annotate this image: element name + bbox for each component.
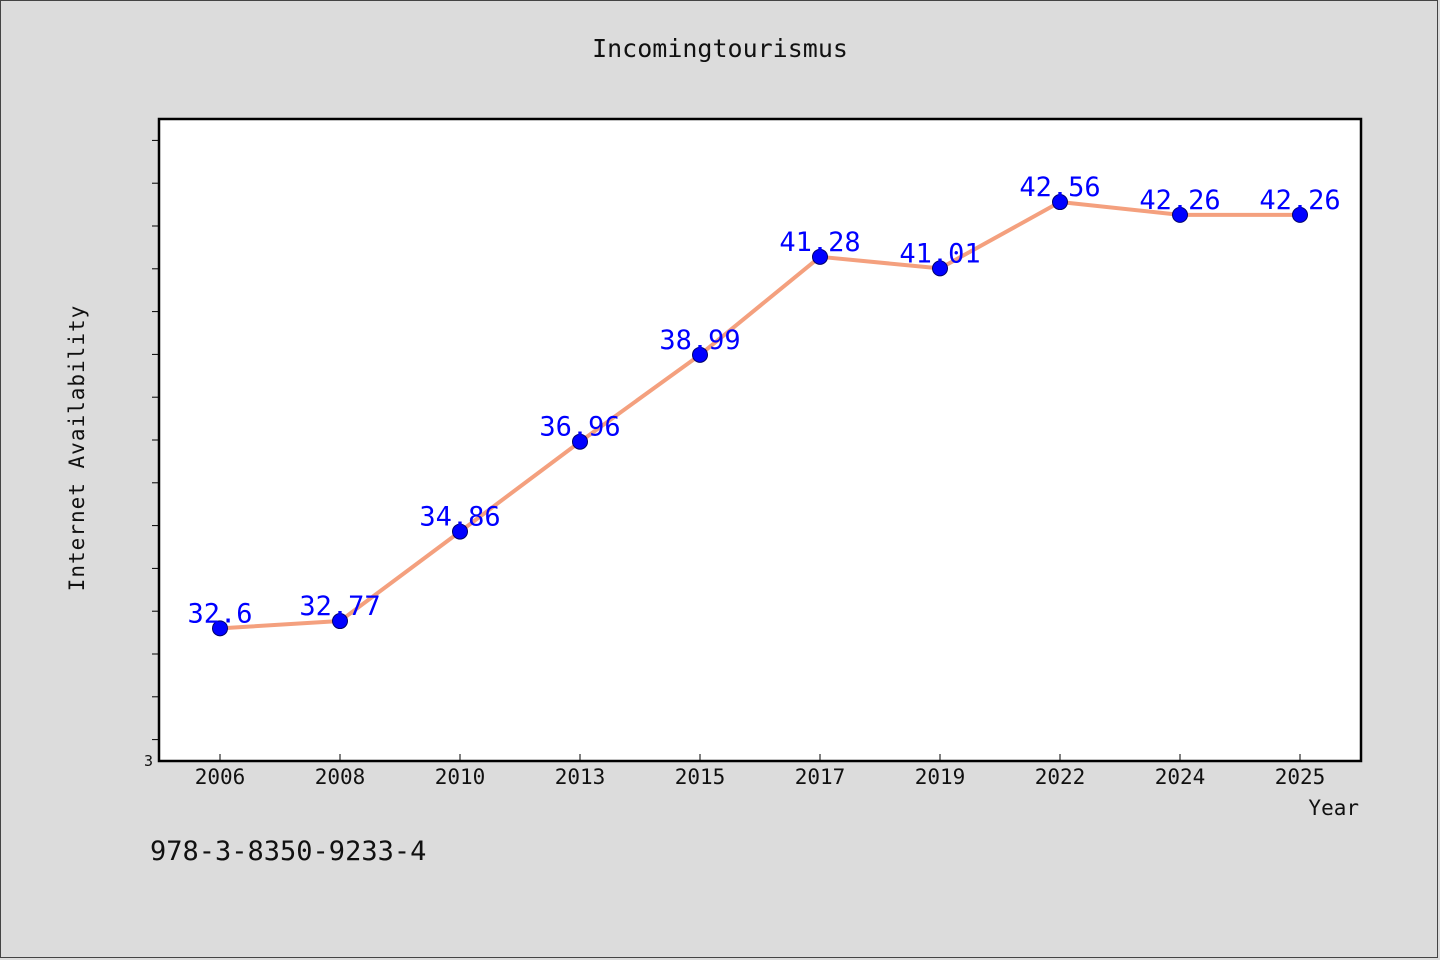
series-group: 32.6 32.77 34.86 36.96 38.99 41.28 41.01 42.56 4… <box>187 172 1341 637</box>
data-point <box>1292 206 1308 223</box>
data-label: 32.77 <box>299 591 380 622</box>
x-tick-label: 2008 <box>315 765 366 789</box>
data-label: 38.99 <box>659 325 740 356</box>
x-tick-label: 2006 <box>195 765 246 789</box>
data-label: 42.26 <box>1139 185 1220 216</box>
chart-title: Incomingtourismus <box>592 34 848 63</box>
data-point <box>572 433 588 450</box>
y-tick-label: 3 <box>144 752 153 770</box>
data-label: 42.26 <box>1259 185 1340 216</box>
y-axis-ticks: 3 <box>144 139 159 770</box>
x-tick-label: 2025 <box>1275 765 1326 789</box>
x-tick-label: 2015 <box>675 765 726 789</box>
series-line <box>219 200 1300 631</box>
x-tick-label: 2019 <box>915 765 966 789</box>
x-tick-label: 2010 <box>435 765 486 789</box>
x-tick-label: 2013 <box>555 765 606 789</box>
data-label: 42.56 <box>1019 172 1100 203</box>
data-point <box>932 260 948 277</box>
data-point <box>812 248 828 265</box>
data-label: 41.01 <box>899 238 980 269</box>
data-point <box>1172 206 1188 223</box>
data-label: 34.86 <box>419 502 500 533</box>
x-tick-label: 2022 <box>1035 765 1086 789</box>
x-axis-label: Year <box>1308 796 1359 820</box>
data-point <box>452 523 468 540</box>
data-label: 36.96 <box>539 412 620 443</box>
data-point <box>692 346 708 363</box>
plot-area <box>157 117 1363 763</box>
data-label: 41.28 <box>779 227 860 258</box>
x-axis-ticks: 2006 2008 2010 2013 2015 2017 2019 2022 2024 2025 <box>195 754 1326 789</box>
x-tick-label: 2024 <box>1155 765 1206 789</box>
footnote-isbn: 978-3-8350-9233-4 <box>150 836 427 867</box>
data-point <box>332 613 348 630</box>
x-tick-label: 2017 <box>795 765 846 789</box>
data-label: 32.6 <box>187 598 252 629</box>
data-point <box>212 620 228 637</box>
data-point <box>1052 194 1068 211</box>
